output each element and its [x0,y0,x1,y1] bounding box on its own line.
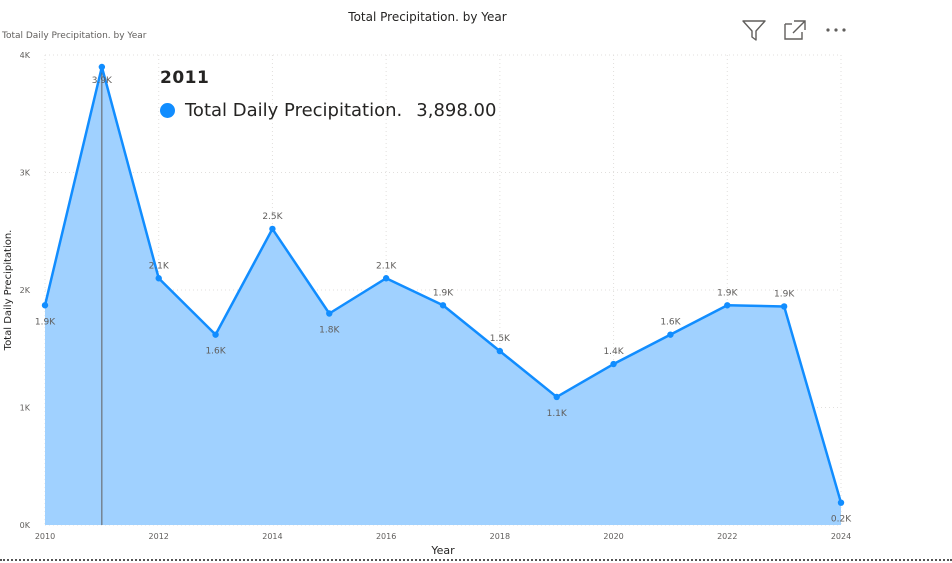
tooltip-year: 2011 [160,68,210,88]
chart-title: Total Precipitation. by Year [348,10,507,24]
more-options-icon[interactable] [823,18,849,42]
data-labels: 1.9K 3.9K 2.1K 1.6K 2.5K 1.8K 2.1K 1.9K 1.5K 1.1K… [35,76,852,525]
data-point-2016[interactable] [382,275,390,282]
data-label-2018: 1.5K [490,334,511,344]
x-tick-label: 2012 [149,532,169,541]
data-point-2015[interactable] [326,310,333,317]
data-label-2014: 2.5K [262,212,283,222]
data-point-2024[interactable] [837,499,845,506]
y-tick-label: 4K [20,51,31,60]
data-label-2023: 1.9K [774,289,795,299]
area-layer [45,66,841,526]
visual-border [0,559,952,561]
focus-mode-icon[interactable] [782,18,808,42]
data-point-2018[interactable] [496,347,504,355]
data-label-2021: 1.6K [660,318,681,328]
x-tick-label: 2020 [603,532,623,541]
data-label-2015: 1.8K [319,326,340,336]
x-tick-label: 2022 [717,532,737,541]
data-point-2023[interactable] [780,303,788,310]
x-tick-label: 2018 [490,532,510,541]
x-axis-ticks: 2010 2012 2014 2016 2018 2020 2022 2024 [35,532,851,541]
data-label-2024: 0.2K [831,515,852,525]
tooltip: 2011 Total Daily Precipitation. 3,898.00 [160,68,496,121]
tooltip-value: 3,898.00 [416,100,497,121]
data-point-2013[interactable] [212,331,219,338]
data-label-2019: 1.1K [547,409,568,419]
data-label-2017: 1.9K [433,288,454,298]
filter-icon[interactable] [741,18,767,42]
x-tick-label: 2024 [831,532,851,541]
y-tick-label: 3K [20,169,31,178]
data-point-2011[interactable] [98,63,106,71]
data-point-2022[interactable] [724,302,731,309]
data-label-2010: 1.9K [35,317,56,327]
y-axis-label: Total Daily Precipitation. [3,230,14,352]
data-point-2010[interactable] [41,302,49,309]
area-fill [45,66,841,526]
x-axis-label: Year [430,544,455,557]
x-tick-label: 2010 [35,532,55,541]
y-tick-label: 2K [20,286,31,295]
data-label-2016: 2.1K [376,261,397,271]
tooltip-series-name: Total Daily Precipitation. [185,100,403,121]
x-tick-label: 2014 [262,532,282,541]
data-label-2022: 1.9K [717,288,738,298]
data-points[interactable] [41,63,845,506]
data-point-2020[interactable] [610,360,617,368]
chart-subtitle: Total Daily Precipitation. by Year [2,31,147,41]
data-point-2021[interactable] [667,331,674,338]
data-label-2012: 2.1K [149,261,170,271]
tooltip-row: Total Daily Precipitation. 3,898.00 [160,100,496,121]
data-point-2012[interactable] [155,275,162,282]
y-tick-label: 0K [20,521,31,530]
data-point-2014[interactable] [269,225,276,233]
data-label-2020: 1.4K [603,347,624,357]
tooltip-series-dot [160,103,175,118]
data-point-2019[interactable] [553,393,560,401]
x-tick-label: 2016 [376,532,396,541]
y-axis-ticks: 0K 1K 2K 3K 4K [20,51,31,530]
data-point-2017[interactable] [439,302,447,309]
data-label-2011: 3.9K [92,76,113,86]
data-label-2013: 1.6K [205,347,226,357]
y-tick-label: 1K [20,404,31,413]
